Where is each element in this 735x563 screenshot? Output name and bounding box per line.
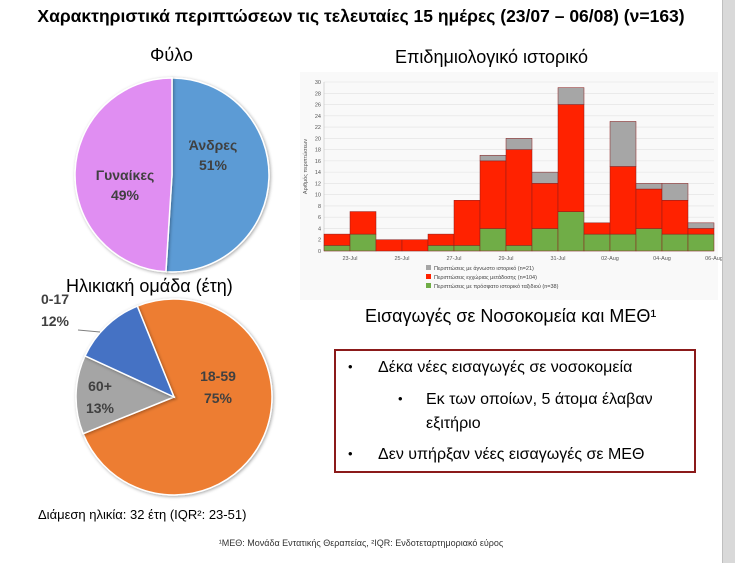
- bar-segment-2: [505, 149, 533, 246]
- bar-segment-2: [479, 160, 507, 229]
- hospital-bullet-1: Δέκα νέες εισαγωγές σε νοσοκομεία: [378, 359, 633, 376]
- age-slice-label-3: 0-17: [41, 291, 69, 307]
- y-tick-label: 10: [315, 193, 321, 199]
- bar-segment-3: [505, 138, 533, 150]
- gender-slice-label-1: Άνδρες: [189, 137, 237, 153]
- bar-segment-3: [557, 87, 585, 105]
- legend-label-1: Περιπτώσεις με πρόσφατο ιστορικό ταξιδιο…: [434, 283, 559, 290]
- y-tick-label: 12: [315, 181, 321, 187]
- y-tick-label: 22: [315, 125, 321, 131]
- bullet-1-marker: •: [348, 359, 353, 374]
- age-label-leader-line: [77, 329, 101, 333]
- gender-chart-title: Φύλο: [150, 45, 193, 65]
- y-tick-label: 30: [315, 80, 321, 86]
- bar-segment-2: [531, 183, 559, 229]
- gender-slice-value-1: 51%: [199, 157, 228, 173]
- gender-slice-1: [165, 77, 270, 273]
- gender-slice-label-2: Γυναίκες: [96, 167, 155, 183]
- x-tick-label: 29-Jul: [499, 256, 514, 262]
- bar-segment-2: [609, 166, 637, 235]
- bar-segment-2: [453, 200, 481, 246]
- y-tick-label: 18: [315, 148, 321, 154]
- gender-slice-2: [74, 77, 173, 273]
- y-tick-label: 8: [318, 204, 321, 210]
- bar-segment-2: [557, 104, 585, 212]
- bar-segment-3: [661, 183, 689, 201]
- x-tick-label: 27-Jul: [447, 256, 462, 262]
- bar-segment-2: [635, 188, 663, 229]
- hospital-sub-bullet-line-2: εξιτήριο: [426, 415, 481, 432]
- age-slice-value-2: 13%: [86, 400, 115, 416]
- y-tick-label: 28: [315, 91, 321, 97]
- y-tick-label: 2: [318, 238, 321, 244]
- epi-chart-title: Επιδημιολογικό ιστορικό: [395, 47, 589, 67]
- slide-title: Χαρακτηριστικά περιπτώσεων τις τελευταίε…: [37, 6, 685, 26]
- legend-swatch-3: [426, 265, 431, 270]
- x-tick-label: 06-Aug: [705, 256, 722, 262]
- hospital-info-box: • Δέκα νέες εισαγωγές σε νοσοκομεία • Εκ…: [334, 349, 696, 473]
- age-slice-3: [84, 305, 176, 399]
- footnote: ¹ΜΕΘ: Μονάδα Εντατικής Θεραπείας, ²IQR: …: [218, 538, 504, 548]
- age-chart-title: Ηλικιακή ομάδα (έτη): [66, 276, 233, 296]
- x-tick-label: 02-Aug: [601, 256, 619, 262]
- y-tick-label: 20: [315, 136, 321, 142]
- median-age-text: Διάμεση ηλικία: 32 έτη (IQR²: 23-51): [38, 507, 247, 522]
- sub-bullet-marker: •: [398, 391, 403, 406]
- age-slice-value-3: 12%: [41, 313, 70, 329]
- window-scroll-edge: [722, 0, 735, 563]
- y-tick-label: 14: [315, 170, 321, 176]
- x-tick-label: 04-Aug: [653, 256, 671, 262]
- age-slice-2: [75, 354, 176, 435]
- age-slice-label-2: 60+: [88, 378, 112, 394]
- gender-slice-value-2: 49%: [111, 187, 140, 203]
- y-tick-label: 6: [318, 215, 321, 221]
- age-slice-value-1: 75%: [204, 390, 233, 406]
- legend-label-2: Περιπτώσεις εγχώριας μετάδοσης (n=104): [434, 274, 537, 281]
- bar-segment-3: [609, 121, 637, 167]
- hospital-sub-bullet-line-1: Εκ των οποίων, 5 άτομα έλαβαν: [426, 391, 653, 408]
- bar-segment-1: [557, 211, 585, 252]
- x-tick-label: 23-Jul: [343, 256, 358, 262]
- bar-segment-2: [661, 200, 689, 235]
- legend-swatch-1: [426, 283, 431, 288]
- hospital-title: Εισαγωγές σε Νοσοκομεία και ΜΕΘ¹: [365, 306, 657, 326]
- legend-swatch-2: [426, 274, 431, 279]
- y-tick-label: 26: [315, 103, 321, 109]
- y-tick-label: 24: [315, 114, 321, 120]
- y-axis-title: Αριθμός περιπτώσεων: [302, 139, 309, 194]
- bar-segment-2: [349, 211, 377, 235]
- legend-label-3: Περιπτώσεις με άγνωστο ιστορικό (n=21): [434, 265, 534, 272]
- x-tick-label: 25-Jul: [395, 256, 410, 262]
- y-tick-label: 0: [318, 249, 321, 255]
- bar-segment-3: [687, 222, 715, 229]
- age-slice-label-1: 18-59: [200, 368, 236, 384]
- bullet-2-marker: •: [348, 446, 353, 461]
- hospital-bullet-2: Δεν υπήρξαν νέες εισαγωγές σε ΜΕΘ: [378, 446, 645, 463]
- x-tick-label: 31-Jul: [551, 256, 566, 262]
- age-slice-1: [82, 298, 273, 496]
- y-tick-label: 4: [318, 226, 321, 232]
- y-tick-label: 16: [315, 159, 321, 165]
